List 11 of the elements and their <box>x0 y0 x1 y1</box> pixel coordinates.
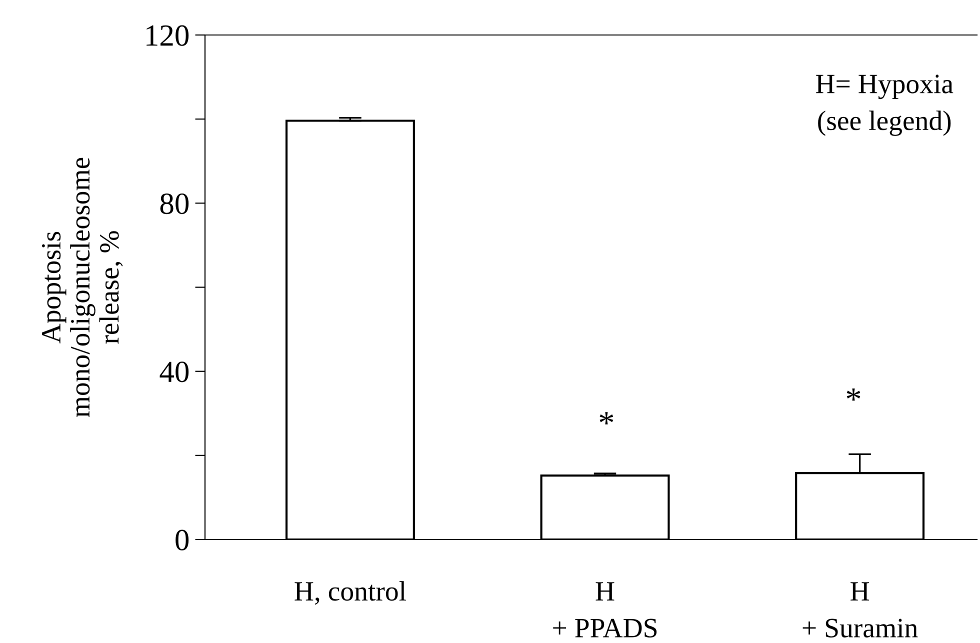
y-tick-label: 120 <box>146 25 189 46</box>
annotation: H= Hypoxia (see legend) <box>816 74 954 136</box>
x-tick-label: H, control <box>294 581 406 605</box>
y-tick-label: 0 <box>176 530 189 550</box>
annotation: * <box>846 388 860 401</box>
y-axis-title: Apoptosis mono/oligonucleosome release, % <box>42 158 123 418</box>
annotation: * <box>600 412 614 424</box>
y-tick-label: 80 <box>160 193 189 214</box>
x-tick-label: H + Suramin <box>802 582 918 638</box>
y-tick-label: 40 <box>160 362 189 382</box>
x-tick-label: H + PPADS <box>553 582 657 638</box>
